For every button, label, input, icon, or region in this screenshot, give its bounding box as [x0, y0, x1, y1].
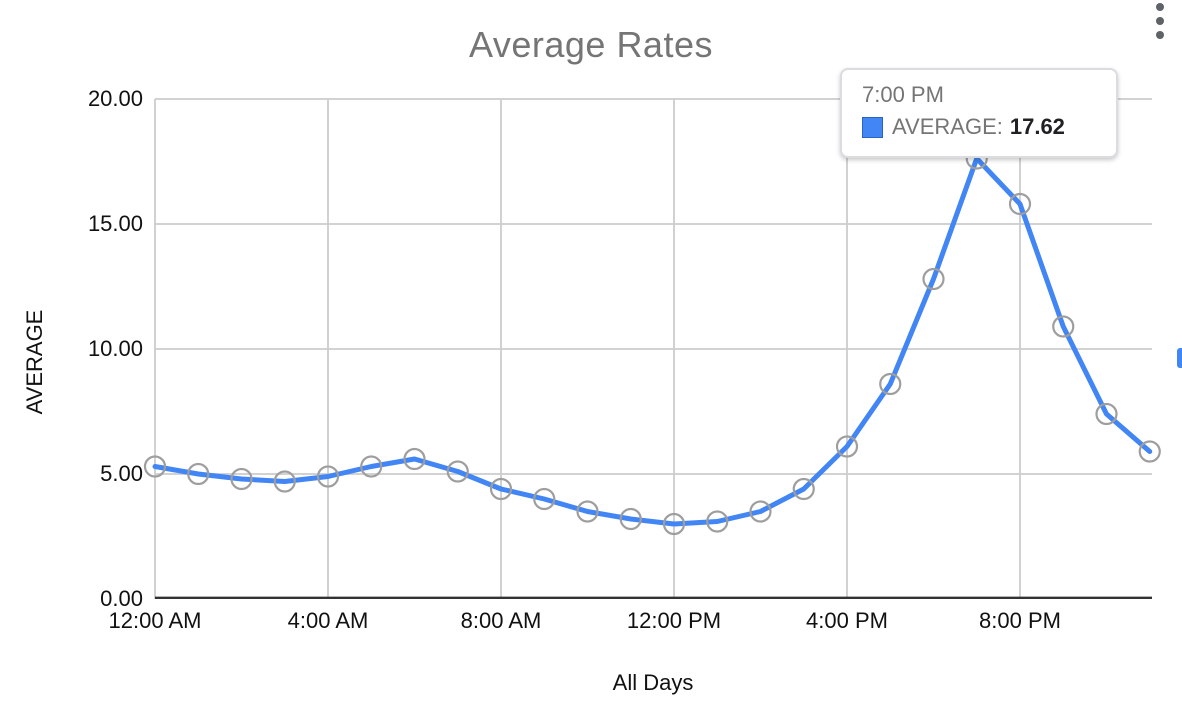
y-axis-tick-label: 5.00 — [100, 461, 143, 486]
tooltip-value: 17.62 — [1009, 114, 1065, 139]
chart-tooltip: 7:00 PM AVERAGE: 17.62 — [840, 68, 1118, 158]
series-swatch-icon — [862, 116, 883, 138]
kebab-menu-icon — [1156, 31, 1164, 39]
data-point-marker[interactable] — [922, 267, 945, 291]
data-point-marker[interactable] — [316, 465, 340, 488]
data-point-marker[interactable] — [662, 512, 686, 536]
y-axis-tick-label: 0.00 — [100, 586, 143, 611]
plot-area[interactable] — [143, 98, 1161, 599]
data-point-marker[interactable] — [273, 470, 296, 493]
x-axis-tick-label: 4:00 AM — [287, 608, 369, 633]
data-point-marker[interactable] — [360, 455, 383, 478]
data-point-marker[interactable] — [576, 500, 599, 523]
x-axis-title: All Days — [612, 670, 694, 695]
x-axis-tick-label: 12:00 AM — [108, 608, 202, 633]
data-point-marker[interactable] — [1052, 315, 1075, 338]
data-point-marker[interactable] — [403, 447, 426, 471]
data-point-marker[interactable] — [706, 510, 729, 533]
data-point-marker[interactable] — [1138, 440, 1161, 463]
kebab-menu-icon — [1156, 3, 1164, 11]
series-line-average — [152, 156, 1153, 527]
data-point-marker[interactable] — [619, 507, 642, 531]
x-axis-tick-label: 4:00 PM — [806, 608, 888, 633]
chart-title: Average Rates — [469, 24, 713, 65]
data-point-marker[interactable] — [143, 455, 167, 478]
data-point-marker[interactable] — [749, 500, 772, 523]
kebab-menu-icon — [1156, 17, 1164, 25]
data-point-marker[interactable] — [1008, 192, 1032, 216]
y-axis-tick-label: 15.00 — [87, 211, 143, 236]
data-point-marker[interactable] — [879, 372, 902, 396]
x-axis-tick-label: 8:00 PM — [979, 608, 1061, 633]
y-axis-tick-label: 10.00 — [87, 336, 143, 361]
data-point-marker[interactable] — [835, 435, 859, 458]
tooltip-series-row: AVERAGE: 17.62 — [862, 114, 1096, 140]
y-axis-title: AVERAGE — [22, 309, 47, 415]
more-options-button[interactable] — [1146, 0, 1174, 48]
y-axis-tick-label: 20.00 — [87, 86, 143, 111]
data-point-marker[interactable] — [187, 462, 210, 486]
clipped-legend-swatch — [1177, 348, 1182, 368]
data-point-marker[interactable] — [489, 477, 513, 501]
data-point-markers — [143, 147, 1161, 536]
x-axis-tick-label: 12:00 PM — [626, 608, 722, 633]
x-axis-tick-label: 8:00 AM — [460, 608, 542, 633]
data-point-marker[interactable] — [1095, 402, 1118, 426]
tooltip-category: 7:00 PM — [862, 82, 944, 107]
tooltip-series-name: AVERAGE: — [892, 114, 1003, 139]
data-point-marker[interactable] — [230, 467, 253, 491]
data-point-marker[interactable] — [533, 487, 556, 511]
data-point-marker[interactable] — [446, 460, 469, 483]
data-point-marker[interactable] — [792, 477, 815, 501]
